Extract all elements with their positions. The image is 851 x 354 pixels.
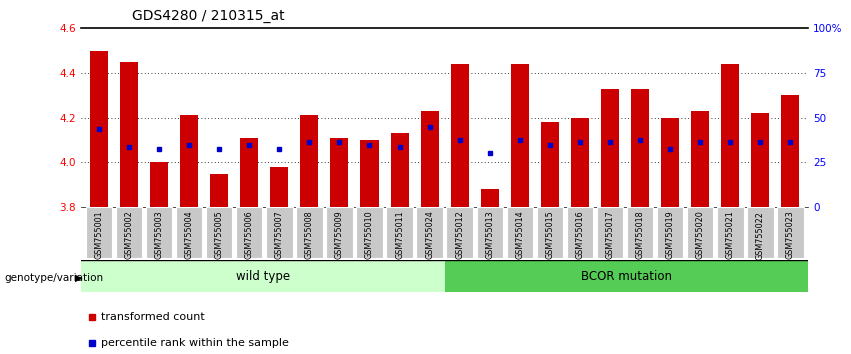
Bar [357,207,383,258]
Bar [751,113,769,207]
Bar [444,260,808,292]
Bar [330,138,348,207]
Text: GSM755013: GSM755013 [485,211,494,259]
Bar [120,62,138,207]
Bar [777,207,803,258]
Text: GSM755010: GSM755010 [365,211,374,259]
Bar [661,118,679,207]
Bar [477,207,503,258]
Text: GSM755008: GSM755008 [305,211,314,259]
Bar [81,260,444,292]
Bar [326,207,352,258]
Bar [240,138,258,207]
Text: GSM755018: GSM755018 [636,211,644,259]
Text: ▶: ▶ [75,273,83,283]
Bar [631,88,649,207]
Text: GSM755009: GSM755009 [335,211,344,259]
Bar [687,207,713,258]
Bar [90,51,108,207]
Bar [541,122,559,207]
Bar [296,207,323,258]
Bar [361,140,379,207]
Text: GSM755024: GSM755024 [426,211,434,259]
Text: percentile rank within the sample: percentile rank within the sample [101,338,289,348]
Bar [722,64,740,207]
Bar [627,207,654,258]
Text: GSM755002: GSM755002 [124,211,134,259]
Text: wild type: wild type [236,270,290,282]
Bar [416,207,443,258]
Text: genotype/variation: genotype/variation [4,273,103,283]
Bar [180,115,198,207]
Text: GSM755022: GSM755022 [756,211,765,259]
Bar [210,173,228,207]
Text: GSM755007: GSM755007 [275,211,283,259]
Text: GSM755006: GSM755006 [245,211,254,259]
Text: GSM755004: GSM755004 [185,211,193,259]
Text: GSM755014: GSM755014 [516,211,524,259]
Bar [176,207,203,258]
Text: GSM755019: GSM755019 [665,211,675,259]
Text: GSM755001: GSM755001 [94,211,103,259]
Bar [747,207,774,258]
Text: GSM755023: GSM755023 [786,211,795,259]
Text: GSM755016: GSM755016 [575,211,585,259]
Bar [266,207,293,258]
Bar [506,207,533,258]
Text: GSM755005: GSM755005 [214,211,224,259]
Bar [601,88,619,207]
Bar [571,118,589,207]
Text: transformed count: transformed count [101,312,205,322]
Bar [86,207,112,258]
Text: BCOR mutation: BCOR mutation [581,270,672,282]
Text: GSM755020: GSM755020 [696,211,705,259]
Bar [391,133,408,207]
Bar [717,207,744,258]
Bar [597,207,623,258]
Bar [451,64,469,207]
Bar [116,207,142,258]
Bar [300,115,318,207]
Bar [206,207,232,258]
Bar [567,207,593,258]
Text: GSM755011: GSM755011 [395,211,404,259]
Bar [781,95,799,207]
Bar [150,162,168,207]
Bar [657,207,683,258]
Bar [146,207,172,258]
Bar [537,207,563,258]
Bar [691,111,709,207]
Text: GSM755021: GSM755021 [726,211,734,259]
Bar [420,111,438,207]
Text: GSM755015: GSM755015 [545,211,554,259]
Bar [481,189,499,207]
Bar [236,207,262,258]
Bar [386,207,413,258]
Bar [447,207,473,258]
Bar [271,167,288,207]
Text: GSM755012: GSM755012 [455,211,464,259]
Text: GSM755003: GSM755003 [155,211,163,259]
Text: GSM755017: GSM755017 [606,211,614,259]
Text: GDS4280 / 210315_at: GDS4280 / 210315_at [132,9,284,23]
Bar [511,64,528,207]
